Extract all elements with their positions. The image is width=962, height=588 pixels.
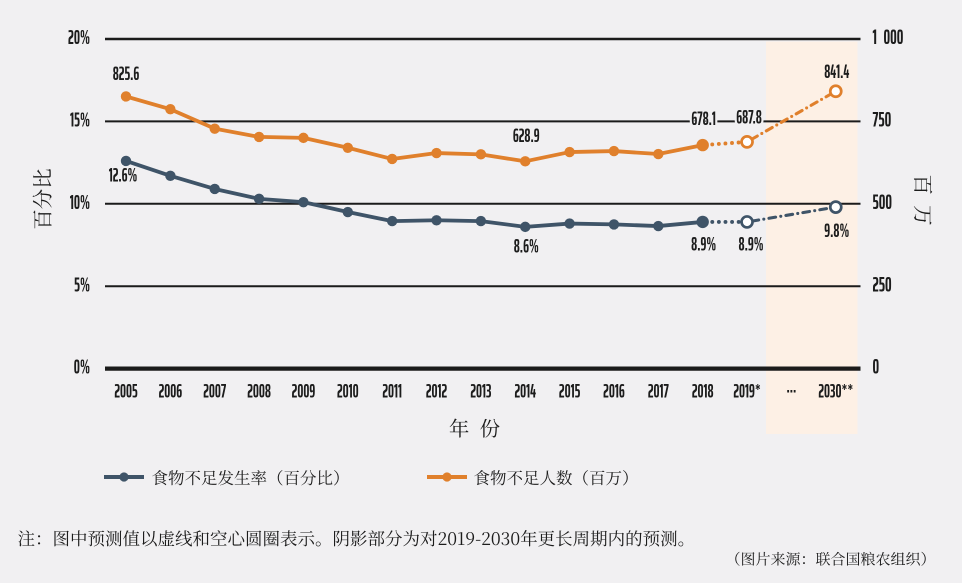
- y-axis-right-tick-labels: 0 250 500 750 1 000: [873, 21, 904, 384]
- data-point: [120, 155, 132, 167]
- x-tick-label: 2012: [426, 375, 448, 406]
- y-left-tick-label: 5%: [74, 269, 90, 300]
- forecast-open-point: [740, 135, 754, 149]
- x-tick-label: 2014: [514, 375, 536, 406]
- data-point: [653, 148, 664, 160]
- x-tick-label: 2011: [382, 375, 402, 406]
- data-point: [386, 153, 398, 165]
- legend-label: 食物不足人数（百万）: [474, 465, 639, 489]
- y-axis-right-title: 百 万: [910, 174, 940, 225]
- y-left-tick-label: 0%: [74, 351, 90, 382]
- data-series: [120, 84, 843, 233]
- value-label: 8.6%: [514, 230, 539, 261]
- y-right-tick-label: 1 000: [873, 21, 904, 55]
- y-axis-left-tick-labels: 0% 5% 10% 15% 20%: [68, 22, 90, 383]
- x-tick-label: 2015: [559, 375, 581, 406]
- forecast-open-point: [828, 84, 843, 99]
- value-label: 841.4: [824, 56, 849, 87]
- legend-swatch-dot: [119, 472, 129, 482]
- data-point: [165, 170, 176, 181]
- data-point: [475, 215, 487, 227]
- data-point: [298, 132, 309, 144]
- data-point: [696, 138, 709, 152]
- x-tick-label: 2013: [470, 375, 491, 406]
- data-labels: 825.6 12.6% 628.9 8.6% 678.1 687.8 841.4 8.9% 8.…: [109, 56, 850, 262]
- value-label: 678.1: [691, 102, 716, 133]
- image-source-credit: （图片来源：联合国粮农组织）: [725, 549, 935, 570]
- data-point: [253, 193, 265, 205]
- data-point: [608, 219, 620, 230]
- data-point: [120, 91, 132, 102]
- y-left-tick-label: 10%: [70, 187, 90, 218]
- y-right-tick-label: 0: [873, 350, 880, 384]
- data-point: [431, 215, 442, 226]
- data-point: [653, 220, 664, 232]
- x-tick-label: 2008: [247, 375, 271, 406]
- x-tick-label: 2016: [603, 375, 625, 406]
- data-point: [253, 131, 265, 143]
- y-axis-left-title: 百分比: [26, 168, 56, 230]
- value-label: 12.6%: [109, 159, 138, 190]
- x-tick-label: 2017: [648, 375, 669, 406]
- series-line-dotted: [700, 139, 749, 148]
- series-line-solid: [124, 94, 705, 164]
- legend-label: 食物不足发生率（百分比）: [152, 465, 350, 489]
- legend: 食物不足发生率（百分比） 食物不足人数（百万）: [104, 465, 639, 489]
- footnote: 注：图中预测值以虚线和空心圆圈表示。阴影部分为对2019-2030年更长周期内的…: [18, 526, 696, 551]
- y-left-tick-label: 15%: [70, 104, 90, 135]
- data-point: [209, 183, 220, 195]
- x-tick-label: 2007: [203, 375, 226, 406]
- series-0: [120, 155, 843, 233]
- data-point: [342, 206, 353, 218]
- data-point: [165, 104, 176, 115]
- y-right-tick-label: 750: [873, 103, 892, 137]
- value-label: 9.8%: [824, 214, 849, 245]
- value-label: 825.6: [113, 58, 140, 89]
- series-line-dashdot: [745, 205, 838, 224]
- data-point: [608, 145, 620, 157]
- x-tick-label: 2019*: [733, 375, 761, 406]
- value-label: 687.8: [736, 101, 762, 132]
- x-tick-label: 2005: [114, 375, 138, 406]
- series-line-dashdot: [745, 89, 838, 144]
- data-point: [298, 196, 309, 208]
- x-axis-title: 年 份: [449, 412, 501, 442]
- y-left-tick-label: 20%: [68, 22, 90, 53]
- gridlines: [105, 37, 861, 371]
- legend-item: 食物不足发生率（百分比）: [104, 465, 350, 489]
- legend-item: 食物不足人数（百万）: [427, 465, 639, 489]
- series-line-solid: [124, 159, 705, 229]
- value-label: 628.9: [513, 120, 540, 151]
- data-point: [520, 221, 531, 233]
- forecast-open-point: [828, 200, 843, 214]
- legend-swatch-dot: [442, 472, 452, 482]
- data-point: [564, 218, 575, 229]
- series-1: [120, 84, 843, 167]
- y-right-tick-label: 500: [873, 185, 893, 219]
- x-tick-label: 2030**: [818, 375, 853, 406]
- data-point: [520, 156, 531, 167]
- y-right-tick-label: 250: [873, 268, 892, 302]
- data-point: [475, 149, 487, 160]
- data-point: [431, 147, 442, 159]
- x-tick-label: 2009: [292, 375, 316, 406]
- value-label: 8.9%: [739, 228, 764, 259]
- x-tick-label: 2006: [159, 375, 183, 406]
- x-tick-label: ...: [786, 370, 796, 401]
- value-label: 8.9%: [691, 228, 716, 259]
- x-axis-tick-labels: 2005 2006 2007 2008 2009 2010 2011 2012 2013 2014…: [114, 370, 853, 406]
- data-point: [386, 215, 398, 227]
- forecast-open-point: [740, 215, 754, 229]
- data-point: [564, 146, 575, 158]
- data-point: [342, 142, 353, 153]
- data-point: [209, 123, 220, 134]
- data-point: [696, 215, 709, 229]
- x-tick-label: 2018: [692, 375, 714, 406]
- x-tick-label: 2010: [337, 375, 359, 406]
